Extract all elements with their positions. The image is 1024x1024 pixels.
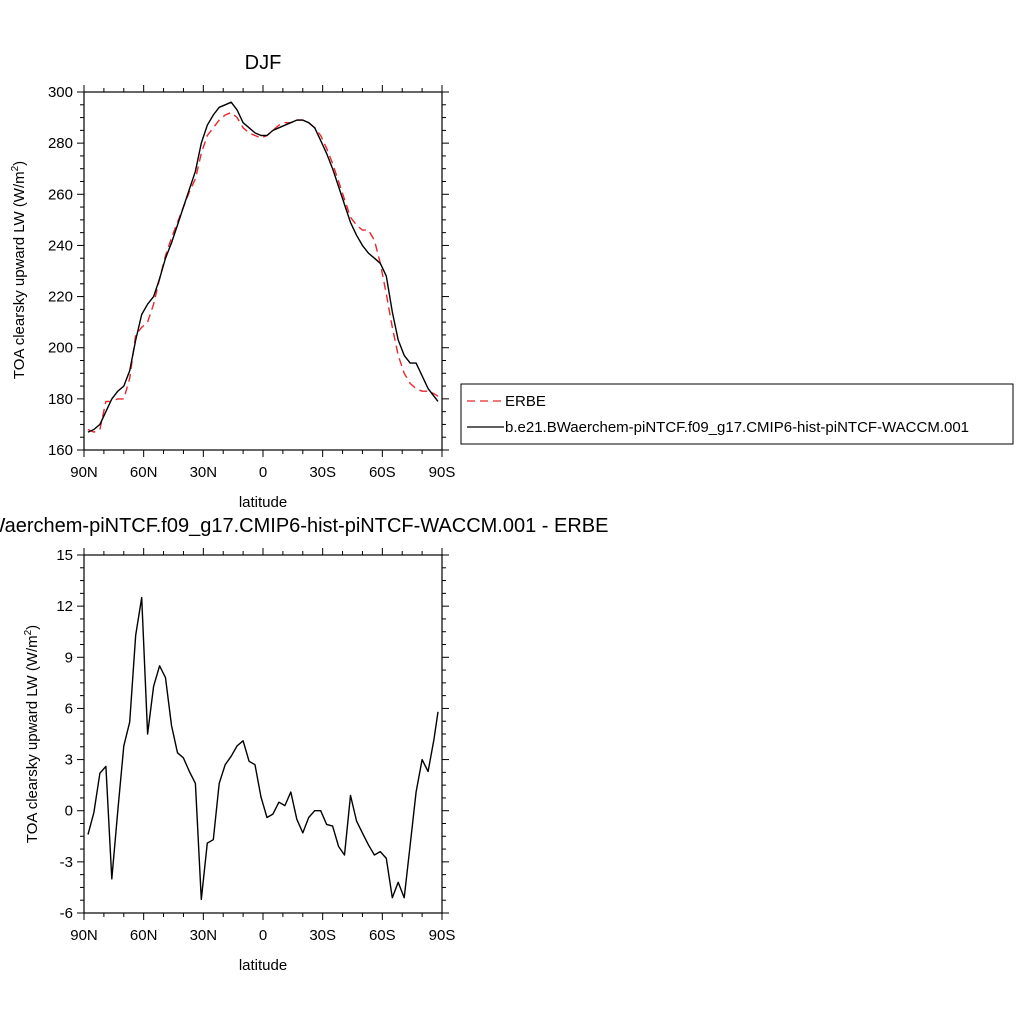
y-tick-label: 300	[48, 84, 73, 101]
plot-frame	[83, 91, 443, 451]
x-tick-label: 60S	[369, 464, 396, 481]
panel-top-plot-area: 160 180 200 220 240 260 280 300 90N 60N 30N 0 30S 60S…	[48, 84, 455, 481]
y-tick-label: 220	[48, 289, 73, 306]
panel-top-xlabel: latitude	[239, 494, 287, 511]
panel-bottom-title: b.e21.BWaerchem-piNTCF.f09_g17.CMIP6-his…	[0, 515, 608, 537]
panel-bottom-ylabel-superscript: 2	[23, 629, 34, 635]
panel-top-title: DJF	[245, 52, 282, 74]
y-tick-label: 180	[48, 391, 73, 408]
legend-label-erbe: ERBE	[505, 393, 546, 410]
series-line-erbe	[87, 111, 439, 433]
panel-top-ylabel-main: TOA clearsky upward LW (W/m	[11, 171, 28, 379]
panel-top-ylabel-superscript: 2	[10, 165, 21, 171]
panel-bottom-plot-area: -6 -3 0 3 6 9 12 15 90N 60N 30N 0 30S 60S 90S	[56, 547, 455, 944]
panel-bottom-ylabel-close: )	[24, 625, 41, 630]
legend-box	[460, 383, 1014, 445]
panel-bottom-ylabel-main: TOA clearsky upward LW (W/m	[24, 635, 41, 843]
y-tick-label: 0	[65, 803, 73, 820]
y-tick-label: 280	[48, 135, 73, 152]
y-tick-label: 15	[56, 547, 73, 564]
legend: ERBE b.e21.BWaerchem-piNTCF.f09_g17.CMIP…	[460, 383, 1014, 445]
legend-label-model: b.e21.BWaerchem-piNTCF.f09_g17.CMIP6-his…	[505, 419, 969, 436]
x-tick-label: 30N	[190, 927, 218, 944]
x-tick-label: 0	[259, 927, 267, 944]
x-tick-label: 60N	[130, 927, 158, 944]
y-tick-label: 6	[65, 700, 73, 717]
y-tick-label: -3	[60, 854, 73, 871]
x-tick-label: 90S	[429, 927, 456, 944]
y-tick-label: 160	[48, 442, 73, 459]
series-line-model	[87, 101, 439, 433]
series-line-model	[87, 596, 439, 901]
y-tick-label: 3	[65, 752, 73, 769]
panel-top-djf: DJF 160 180 200 220 240 260 280 300 90N 60N 30N 0 30…	[10, 52, 1014, 511]
y-tick-label: 200	[48, 340, 73, 357]
panel-top-ylabel-close: )	[11, 161, 28, 166]
x-tick-label: 90S	[429, 464, 456, 481]
panel-bottom-difference: b.e21.BWaerchem-piNTCF.f09_g17.CMIP6-his…	[0, 515, 608, 974]
x-tick-label: 60N	[130, 464, 158, 481]
x-tick-label: 30S	[309, 464, 336, 481]
y-tick-label: 240	[48, 237, 73, 254]
x-tick-label: 60S	[369, 927, 396, 944]
x-tick-label: 90N	[70, 927, 98, 944]
panel-bottom-xlabel: latitude	[239, 957, 287, 974]
x-tick-label: 30S	[309, 927, 336, 944]
x-tick-label: 30N	[190, 464, 218, 481]
plot-frame	[83, 554, 443, 914]
panel-bottom-ylabel: TOA clearsky upward LW (W/m2)	[23, 625, 41, 843]
y-tick-label: -6	[60, 905, 73, 922]
x-tick-label: 90N	[70, 464, 98, 481]
y-tick-label: 9	[65, 649, 73, 666]
y-tick-label: 12	[56, 598, 73, 615]
panel-top-ylabel: TOA clearsky upward LW (W/m2)	[10, 161, 28, 379]
y-tick-label: 260	[48, 186, 73, 203]
x-tick-label: 0	[259, 464, 267, 481]
